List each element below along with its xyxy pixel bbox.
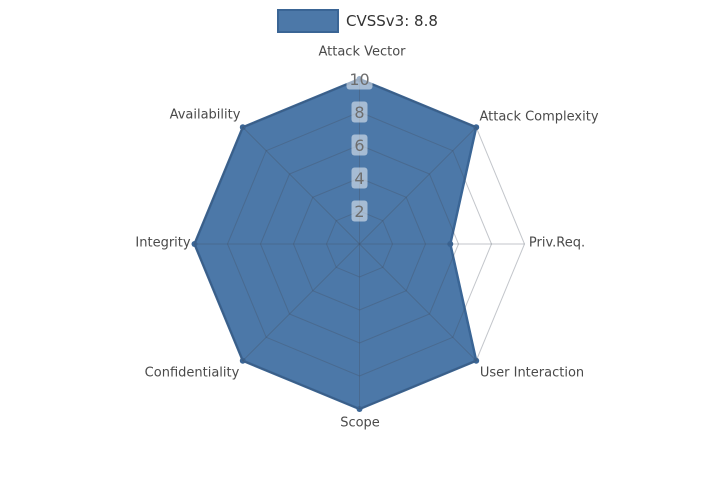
radial-tick-label: 4 [354,169,364,188]
data-point [191,241,198,247]
axis-label-availability: Availability [170,108,241,123]
radial-tick-box [351,134,368,156]
axis-label-priv-req: Priv.Req. [529,236,585,251]
radar-series [191,76,480,412]
grid-ring [193,78,526,410]
data-point [356,406,363,412]
grid-ring [226,111,493,377]
data-point [447,241,454,247]
radial-tick-box [346,68,373,90]
radial-tick-label: 6 [354,136,364,155]
legend-label: CVSSv3: 8.8 [346,12,438,30]
radial-tick-box [351,200,368,222]
grid-ring [259,144,460,344]
data-point [239,357,246,364]
grid-spoke [359,126,477,245]
grid-spoke [242,126,360,245]
radial-tick-label: 10 [349,70,369,89]
axis-label-attack-vector: Attack Vector [318,45,406,60]
grid-spoke [242,243,360,362]
radial-tick-box [351,101,368,123]
axis-label-confidentiality: Confidentiality [145,366,240,381]
axis-label-integrity: Integrity [135,236,190,251]
legend: CVSSv3: 8.8 [277,9,438,33]
legend-swatch [277,9,339,33]
axis-label-scope: Scope [340,416,380,431]
axis-category-labels: Attack Vector Attack Complexity Priv.Req. U… [135,45,598,431]
radar-grid [193,78,526,410]
grid-spoke [359,243,477,362]
grid-ring [325,210,394,278]
radial-tick-labels: 2 4 6 8 10 [346,68,373,222]
radial-tick-box [351,167,368,189]
data-point [473,124,480,131]
data-point [473,357,480,364]
radial-tick-label: 8 [354,103,364,122]
radial-tick-label: 2 [354,202,364,221]
axis-label-user-interaction: User Interaction [480,366,584,381]
grid-ring [292,177,427,311]
data-point [239,124,246,131]
axis-label-attack-complexity: Attack Complexity [479,110,598,125]
